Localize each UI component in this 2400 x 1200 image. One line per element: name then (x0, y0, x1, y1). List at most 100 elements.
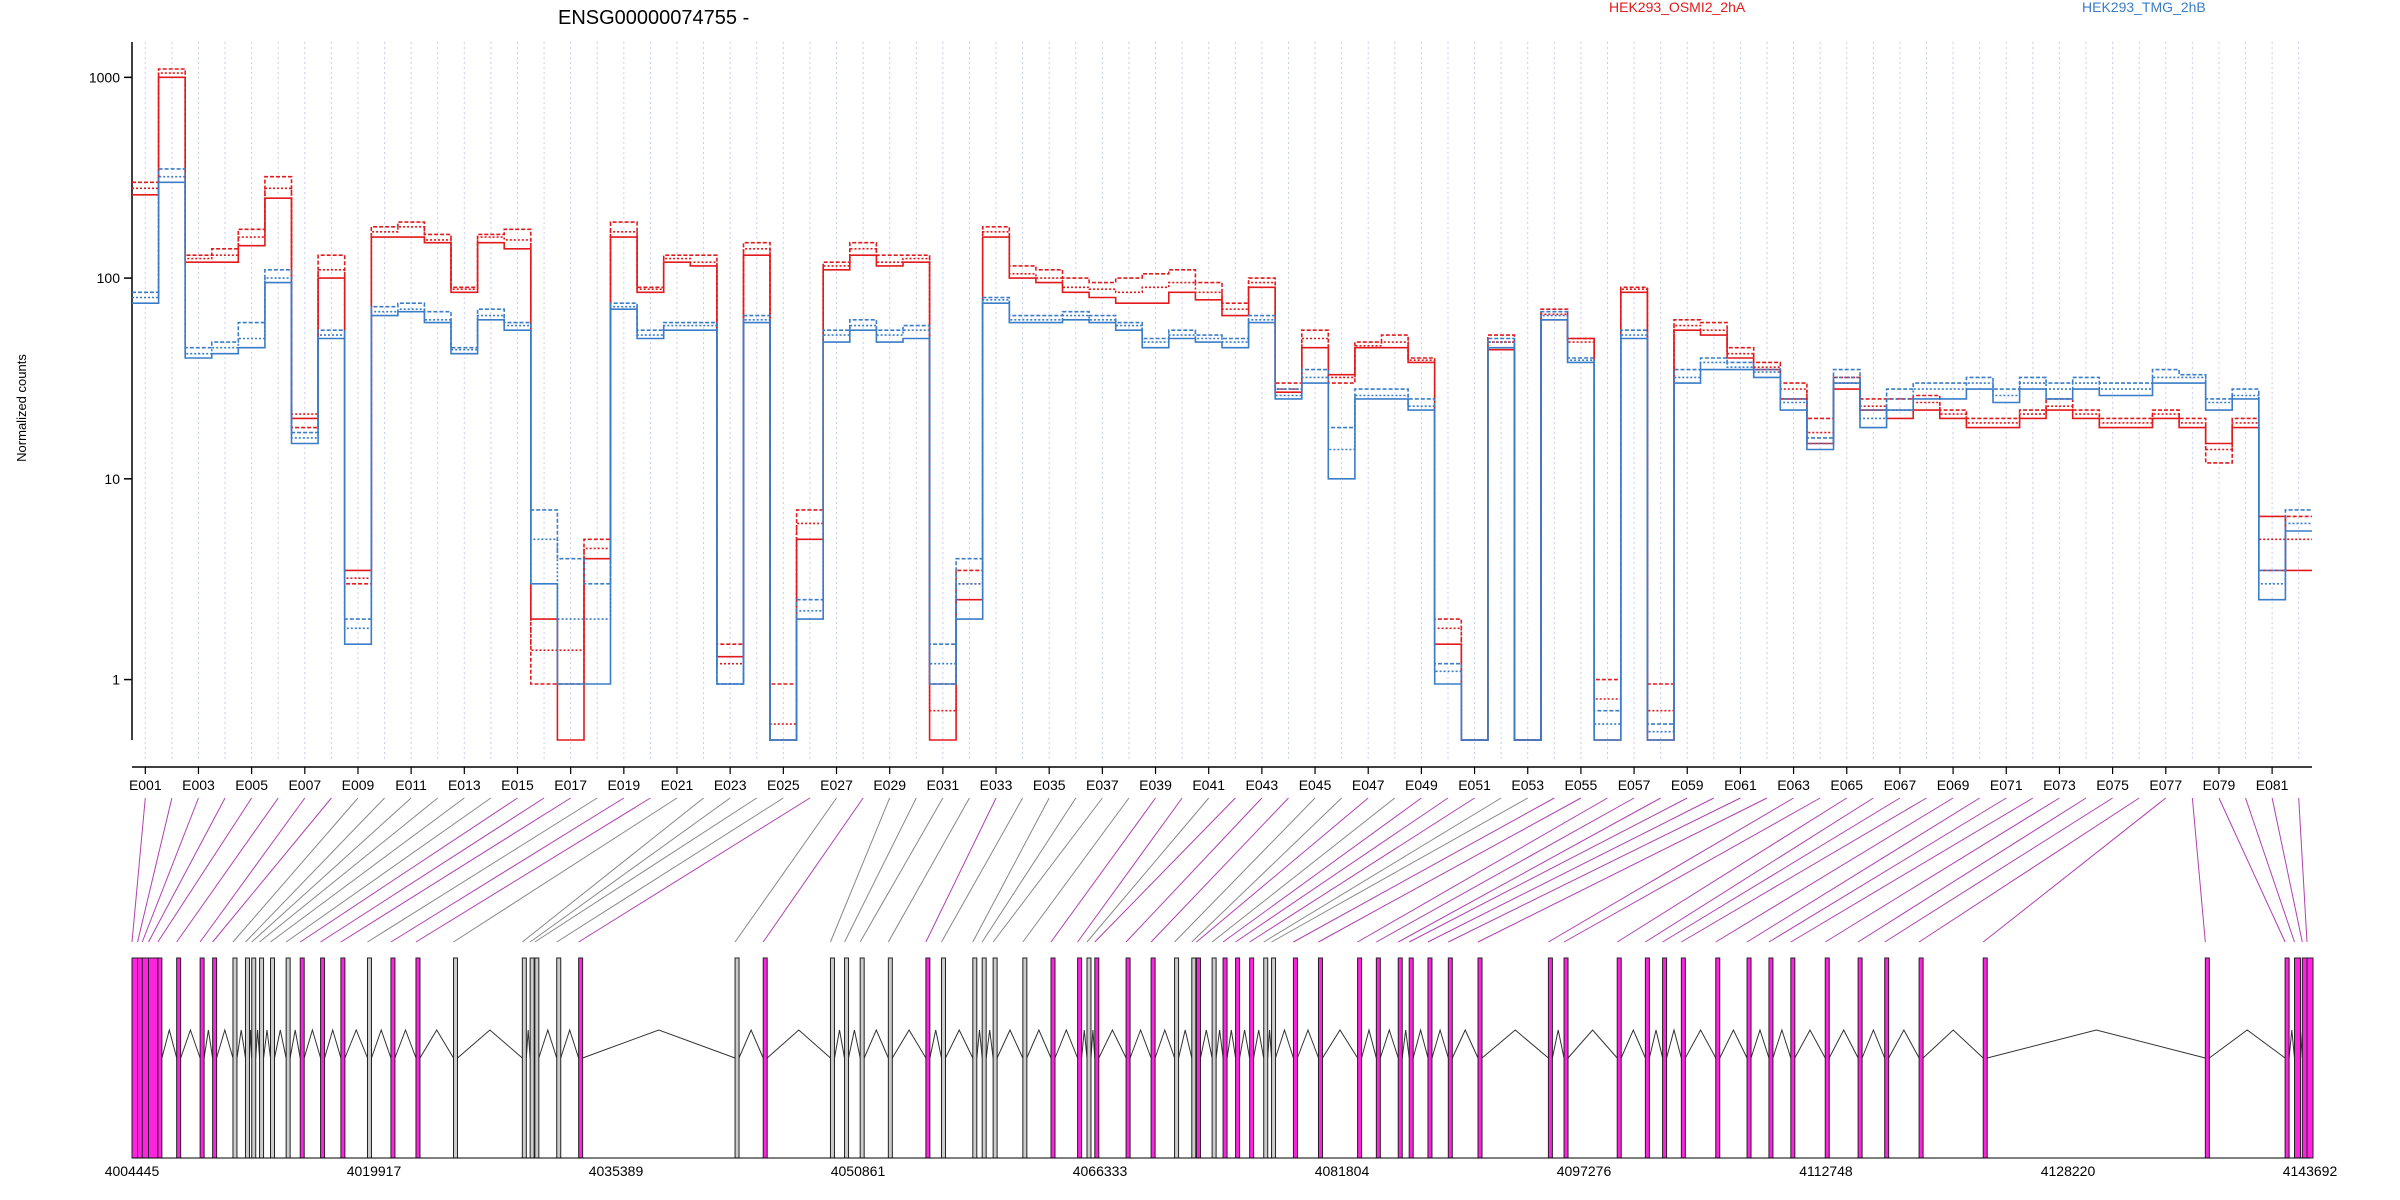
exon-connector (1884, 797, 2113, 943)
exon-gridlines (144, 42, 2300, 760)
genomic-tick-label: 4081804 (1315, 1163, 1370, 1179)
exon-block (1397, 957, 1403, 1159)
exon-block (1477, 957, 1483, 1159)
exon-connector (1196, 797, 1369, 943)
genomic-tick-label: 4066333 (1073, 1163, 1128, 1179)
exon-connector-lines (131, 797, 2308, 943)
exon-block (176, 957, 182, 1159)
exon-connector (972, 797, 1050, 943)
exon-tick-label: E043 (1246, 777, 1279, 793)
exon-connector (1357, 797, 1608, 943)
exon-block (981, 957, 987, 1159)
exon-block (232, 957, 238, 1159)
exon-connector (1857, 797, 2087, 943)
exon-tick-label: E055 (1565, 777, 1598, 793)
exon-connector (1022, 797, 1130, 943)
exon-connector (2271, 797, 2303, 943)
exon-tick-label: E021 (661, 777, 694, 793)
exon-connector (415, 797, 651, 943)
genomic-tick-label: 4143692 (2283, 1163, 2338, 1179)
exon-connector (859, 797, 944, 943)
exon-connector (1191, 797, 1342, 943)
exon-connector (1222, 797, 1422, 943)
exon-tick-label: E003 (182, 777, 215, 793)
exon-block (556, 957, 562, 1159)
exon-block (887, 957, 893, 1159)
exon-connector (887, 797, 970, 943)
exon-block (1077, 957, 1083, 1159)
exon-connector (2245, 797, 2295, 943)
exon-tick-label: E047 (1352, 777, 1385, 793)
exon-connector (1427, 797, 1715, 943)
exon-connector (212, 797, 332, 943)
exon-connector (1235, 797, 1449, 943)
exon-connector (1376, 797, 1635, 943)
exon-block (1174, 957, 1180, 1159)
exon-block (390, 957, 396, 1159)
exon-connector (270, 797, 465, 943)
exon-connector (734, 797, 837, 943)
exon-block (320, 957, 326, 1159)
exon-connector (981, 797, 1077, 943)
exon-connector (390, 797, 625, 943)
exon-tick-label: E077 (2149, 777, 2182, 793)
exon-connector (251, 797, 412, 943)
exon-tick-label: E035 (1033, 777, 1066, 793)
series-line (132, 68, 2312, 741)
exon-tick-label: E061 (1724, 777, 1757, 793)
exon-connector (1477, 797, 1768, 943)
exon-connector (2298, 797, 2308, 943)
axes: 1 10 100 1000 (89, 42, 2312, 768)
exon-tick-label: E045 (1299, 777, 1332, 793)
series-line (132, 168, 2312, 741)
exon-block (1094, 957, 1100, 1159)
exon-connector (1918, 797, 2140, 943)
exon-block (1357, 957, 1363, 1159)
gene-model-track (131, 957, 2314, 1159)
exon-connector (1397, 797, 1661, 943)
exon-block (1263, 957, 1269, 1159)
exon-connector (1293, 797, 1555, 943)
exon-block (1447, 957, 1453, 1159)
exon-connector (762, 797, 864, 943)
exon-tick-label: E063 (1777, 777, 1810, 793)
exon-connector (1077, 797, 1183, 943)
exon-tick-label: E067 (1884, 777, 1917, 793)
exon-connector (1211, 797, 1396, 943)
exon-tick-label: E071 (1990, 777, 2023, 793)
exon-tick-label: E053 (1511, 777, 1544, 793)
exon-block (925, 957, 931, 1159)
exon-connector (556, 797, 784, 943)
exon-tick-label: E015 (501, 777, 534, 793)
exon-tick-label: E057 (1618, 777, 1651, 793)
exon-block (1235, 957, 1241, 1159)
exon-connector (285, 797, 492, 943)
exon-connector (1318, 797, 1582, 943)
exon-block (212, 957, 218, 1159)
exon-tick-label: E033 (980, 777, 1013, 793)
exon-block (578, 957, 584, 1159)
exon-tick-label: E005 (235, 777, 268, 793)
exon-block (157, 957, 163, 1159)
exon-block (285, 957, 291, 1159)
exon-connector (1448, 797, 1741, 943)
exon-block (366, 957, 372, 1159)
exon-block (844, 957, 850, 1159)
exon-connector (137, 797, 173, 943)
exon-block (1317, 957, 1323, 1159)
exon-connector (1271, 797, 1528, 943)
exon-connector (1768, 797, 2007, 943)
exon-connector (1824, 797, 2060, 943)
exon-block (1249, 957, 1255, 1159)
legend-label-tmg: HEK293_TMG_2hB (2082, 0, 2206, 15)
genomic-tick-label: 4050861 (831, 1163, 886, 1179)
exon-connector (232, 797, 359, 943)
exon-block (1982, 957, 1988, 1159)
exon-connector (1616, 797, 1848, 943)
exon-tick-label: E031 (927, 777, 960, 793)
exon-block (941, 957, 947, 1159)
exon-block (2284, 957, 2290, 1159)
exon-connector (1746, 797, 1980, 943)
genomic-tick-label: 4004445 (105, 1163, 160, 1179)
y-tick-label: 10 (104, 471, 120, 487)
